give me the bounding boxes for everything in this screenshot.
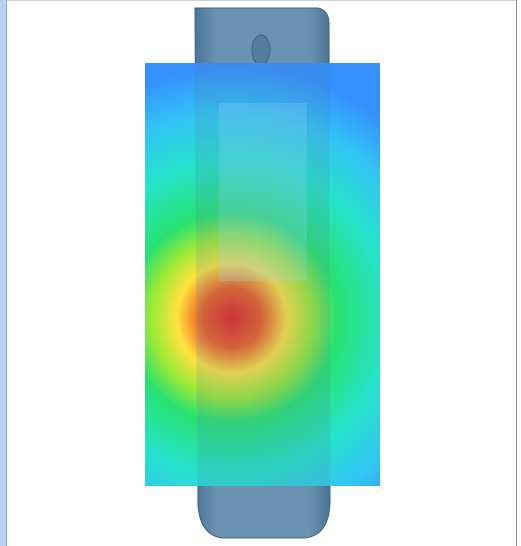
right-divider [516,0,517,546]
internal-component-outline [219,103,307,281]
sar-heatmap-plane[interactable] [145,63,380,486]
phone-body-overlay [195,63,330,486]
earpiece-slot-icon [251,34,271,66]
left-panel-edge[interactable] [0,0,7,546]
top-divider [7,0,517,1]
